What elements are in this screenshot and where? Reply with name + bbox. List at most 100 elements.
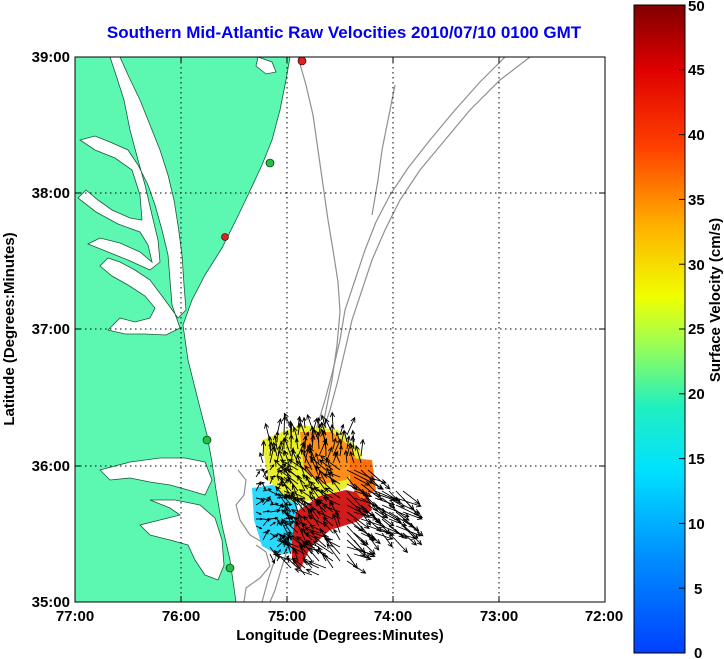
velocity-arrow <box>255 525 263 530</box>
velocity-arrow <box>402 504 421 514</box>
y-tick-label: 38:00 <box>32 185 70 202</box>
velocity-arrow <box>323 473 341 485</box>
velocity-arrow <box>381 532 393 548</box>
velocity-arrow <box>381 504 410 518</box>
colorbar-tick-label: 15 <box>688 451 705 468</box>
y-tick-label: 39:00 <box>32 49 70 66</box>
velocity-arrow <box>308 560 327 569</box>
velocity-arrow <box>291 449 299 464</box>
velocity-arrow <box>297 422 302 436</box>
pamlico-sound <box>99 457 213 496</box>
velocity-arrow <box>279 440 285 457</box>
velocity-arrow <box>360 525 380 551</box>
velocity-arrow <box>262 469 268 478</box>
velocity-arrow <box>346 553 358 570</box>
velocity-arrow <box>367 469 391 490</box>
velocity-arrow <box>402 518 424 537</box>
station-marker <box>225 563 235 573</box>
x-tick-label: 73:00 <box>480 608 518 625</box>
velocity-arrow <box>317 498 334 513</box>
velocity-arrow <box>269 516 279 520</box>
velocity-arrow <box>264 422 271 443</box>
velocity-arrow <box>322 516 334 527</box>
velocity-arrow <box>255 481 262 492</box>
velocity-arrow <box>256 517 264 521</box>
velocity-arrow <box>292 559 306 576</box>
velocity-arrow <box>311 486 320 499</box>
velocity-arrow <box>269 534 279 541</box>
velocity-arrow <box>321 504 341 513</box>
velocity-arrow <box>268 440 274 457</box>
velocity-arrow <box>276 503 284 513</box>
velocity-arrow <box>295 520 306 541</box>
velocity-arrow <box>299 544 313 562</box>
velocity-arrow <box>315 452 320 464</box>
velocity-arrow <box>267 435 273 450</box>
x-tick-label: 72:00 <box>585 608 623 625</box>
velocity-arrow <box>255 470 261 478</box>
colorbar-tick-label: 35 <box>688 192 705 209</box>
velocity-arrow <box>310 434 316 450</box>
map-plot-area <box>75 57 605 602</box>
map-title: Southern Mid-Atlantic Raw Velocities 201… <box>107 23 582 42</box>
velocity-arrow <box>320 421 327 436</box>
velocity-arrow <box>395 511 420 532</box>
velocity-arrow <box>303 542 320 562</box>
velocity-arrow <box>262 496 271 506</box>
station-marker <box>297 57 307 66</box>
x-tick-label: 77:00 <box>56 608 94 625</box>
velocity-arrow <box>346 416 356 436</box>
velocity-arrow <box>255 511 262 515</box>
x-tick-label: 76:00 <box>162 608 200 625</box>
velocity-arrow <box>402 511 423 520</box>
velocity-arrow <box>374 525 392 535</box>
velocity-region-warm <box>300 432 358 484</box>
velocity-arrow <box>322 496 341 506</box>
velocity-arrow <box>313 535 327 548</box>
colorbar-tick-label: 50 <box>688 0 705 15</box>
velocity-arrow <box>322 439 329 457</box>
velocity-arrow <box>280 476 292 499</box>
velocity-arrow <box>329 411 335 429</box>
y-tick-label: 37:00 <box>32 321 70 338</box>
velocity-arrow <box>297 474 306 492</box>
velocity-arrow <box>255 499 266 506</box>
velocity-arrow <box>346 560 367 574</box>
colorbar-tick-label: 25 <box>688 321 705 338</box>
colorbar-tick-label: 0 <box>694 645 702 659</box>
velocity-arrow <box>388 532 409 554</box>
velocity-arrow <box>290 509 306 520</box>
velocity-arrow <box>273 459 292 478</box>
velocity-arrow <box>269 490 279 496</box>
station-marker <box>202 435 212 445</box>
velocity-arrow <box>339 444 343 457</box>
velocity-arrow <box>295 460 313 478</box>
velocity-arrow <box>281 437 287 450</box>
velocity-arrow <box>353 504 376 517</box>
velocity-arrow <box>359 438 366 457</box>
velocity-arrow <box>258 451 264 464</box>
velocity-arrow <box>309 455 327 471</box>
velocity-arrow <box>327 471 341 478</box>
velocity-arrow <box>272 441 278 457</box>
velocity-arrow <box>305 568 320 576</box>
x-axis-label: Longitude (Degrees:Minutes) <box>236 627 444 644</box>
velocity-arrow <box>273 434 278 450</box>
velocity-arrow <box>346 435 351 450</box>
velocity-arrow <box>275 430 280 443</box>
velocity-arrow <box>333 528 341 541</box>
velocity-arrow <box>285 544 306 555</box>
velocity-arrow <box>342 429 348 443</box>
velocity-arrow <box>295 536 313 548</box>
velocity-arrow <box>262 529 269 541</box>
colorbar-tick-label: 40 <box>688 127 705 144</box>
velocity-arrow <box>306 413 313 429</box>
x-tick-label: 74:00 <box>374 608 412 625</box>
velocity-arrow <box>294 568 313 576</box>
colorbar-tick-label: 30 <box>688 257 705 274</box>
velocity-arrow <box>299 497 320 513</box>
velocity-arrow <box>325 537 341 555</box>
velocity-arrow <box>346 525 366 547</box>
velocity-arrow <box>334 510 341 527</box>
velocity-arrow <box>278 492 292 513</box>
